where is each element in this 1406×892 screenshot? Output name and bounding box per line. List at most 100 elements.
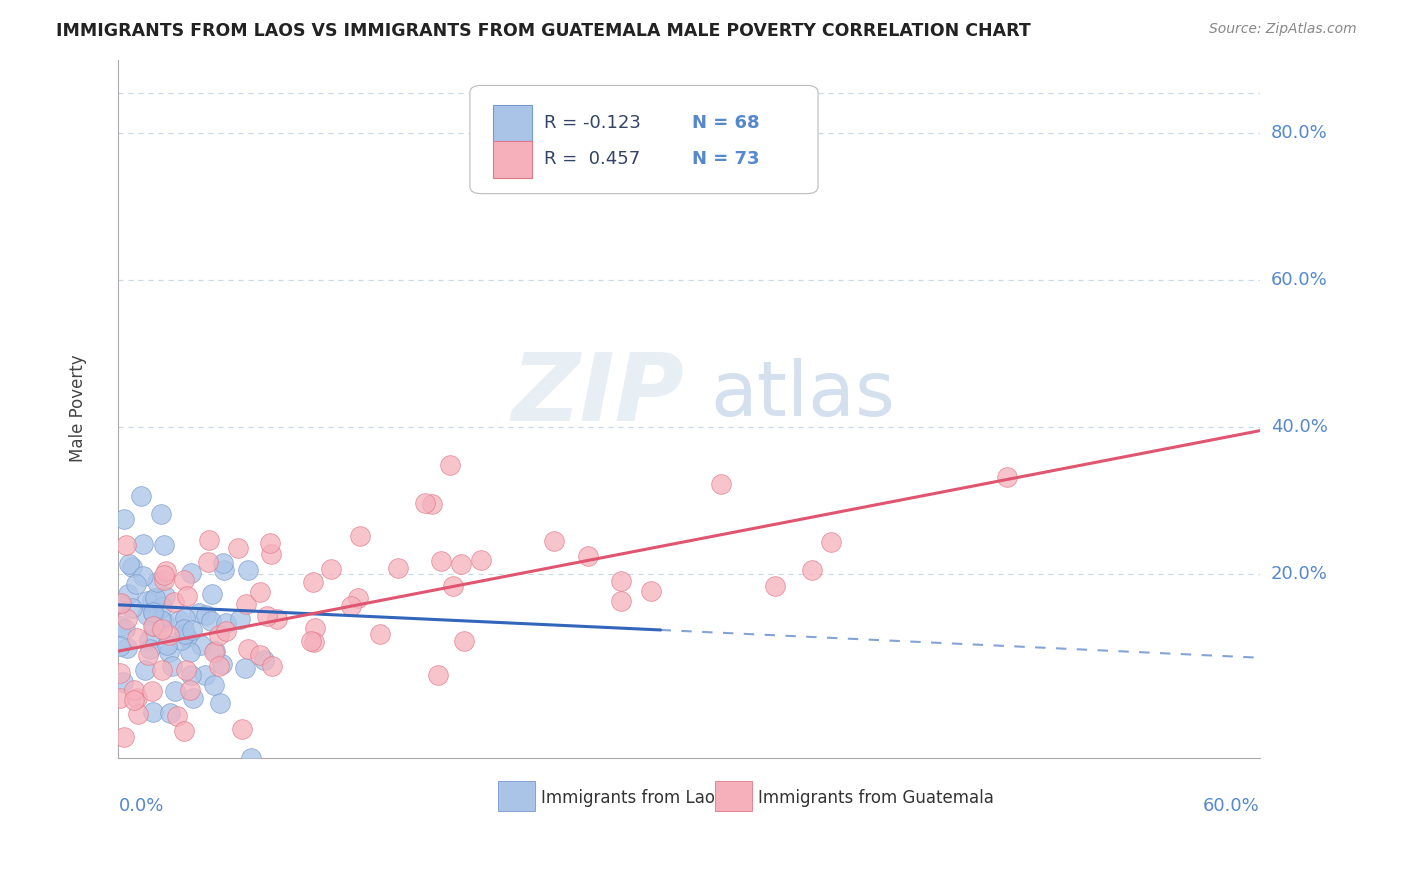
- Point: [163, 595, 186, 609]
- Point: [201, 587, 224, 601]
- Point: [349, 529, 371, 543]
- Text: 60.0%: 60.0%: [1271, 271, 1327, 289]
- Point: [208, 628, 231, 642]
- Point: [117, 587, 139, 601]
- Point: [155, 564, 177, 578]
- Point: [135, 594, 157, 608]
- Point: [339, 599, 361, 614]
- Point: [202, 678, 225, 692]
- Text: N = 68: N = 68: [693, 114, 761, 132]
- Text: Immigrants from Laos: Immigrants from Laos: [541, 789, 724, 807]
- Point: [159, 706, 181, 721]
- Text: 60.0%: 60.0%: [1204, 797, 1260, 814]
- Point: [197, 555, 219, 569]
- Point: [453, 633, 475, 648]
- Point: [236, 564, 259, 578]
- Point: [995, 470, 1018, 484]
- Point: [150, 614, 173, 628]
- Point: [188, 606, 211, 620]
- Point: [110, 666, 132, 681]
- Point: [262, 658, 284, 673]
- Point: [117, 641, 139, 656]
- Point: [173, 610, 195, 624]
- Point: [110, 639, 132, 653]
- Point: [142, 606, 165, 620]
- Point: [801, 563, 824, 577]
- Point: [212, 556, 235, 570]
- Text: ZIP: ZIP: [512, 349, 685, 441]
- Point: [236, 641, 259, 656]
- Text: IMMIGRANTS FROM LAOS VS IMMIGRANTS FROM GUATEMALA MALE POVERTY CORRELATION CHART: IMMIGRANTS FROM LAOS VS IMMIGRANTS FROM …: [56, 22, 1031, 40]
- Point: [640, 584, 662, 599]
- Point: [149, 508, 172, 522]
- Point: [150, 663, 173, 677]
- Point: [167, 613, 190, 627]
- Text: Immigrants from Guatemala: Immigrants from Guatemala: [758, 789, 994, 807]
- Point: [319, 562, 342, 576]
- Point: [208, 658, 231, 673]
- Point: [146, 575, 169, 590]
- Point: [441, 579, 464, 593]
- Point: [152, 573, 174, 587]
- Point: [110, 597, 132, 611]
- Point: [610, 594, 633, 608]
- Point: [129, 489, 152, 503]
- Point: [124, 577, 146, 591]
- Point: [136, 648, 159, 663]
- Point: [174, 663, 197, 677]
- Point: [610, 574, 633, 588]
- Point: [180, 566, 202, 581]
- Point: [180, 668, 202, 682]
- Point: [110, 619, 132, 633]
- Point: [138, 642, 160, 657]
- Point: [710, 477, 733, 491]
- Point: [152, 568, 174, 582]
- Point: [142, 605, 165, 619]
- Point: [256, 609, 278, 624]
- Point: [142, 705, 165, 719]
- Text: R = -0.123: R = -0.123: [544, 114, 641, 132]
- Text: N = 73: N = 73: [693, 151, 761, 169]
- Point: [387, 561, 409, 575]
- Point: [173, 573, 195, 587]
- Point: [259, 536, 281, 550]
- Point: [160, 659, 183, 673]
- FancyBboxPatch shape: [492, 105, 531, 141]
- Point: [157, 645, 180, 659]
- Point: [166, 709, 188, 723]
- Point: [422, 497, 444, 511]
- Point: [127, 706, 149, 721]
- Point: [202, 644, 225, 658]
- FancyBboxPatch shape: [499, 780, 534, 812]
- Point: [157, 628, 180, 642]
- Point: [125, 631, 148, 645]
- Point: [153, 615, 176, 629]
- Point: [226, 541, 249, 555]
- Point: [114, 511, 136, 525]
- Point: [235, 597, 257, 611]
- Point: [117, 612, 139, 626]
- Point: [215, 624, 238, 638]
- Point: [142, 606, 165, 620]
- Point: [266, 611, 288, 625]
- Point: [163, 683, 186, 698]
- Point: [110, 596, 132, 610]
- Point: [249, 648, 271, 662]
- Point: [176, 630, 198, 644]
- Point: [413, 495, 436, 509]
- Text: 40.0%: 40.0%: [1271, 418, 1327, 436]
- Point: [122, 682, 145, 697]
- Point: [204, 644, 226, 658]
- Point: [111, 675, 134, 690]
- Point: [820, 534, 842, 549]
- Point: [368, 626, 391, 640]
- Point: [260, 548, 283, 562]
- Point: [426, 668, 449, 682]
- Point: [193, 668, 215, 682]
- Point: [252, 652, 274, 666]
- Point: [173, 622, 195, 636]
- Point: [763, 579, 786, 593]
- Point: [114, 622, 136, 636]
- FancyBboxPatch shape: [716, 780, 752, 812]
- Text: 80.0%: 80.0%: [1271, 124, 1327, 142]
